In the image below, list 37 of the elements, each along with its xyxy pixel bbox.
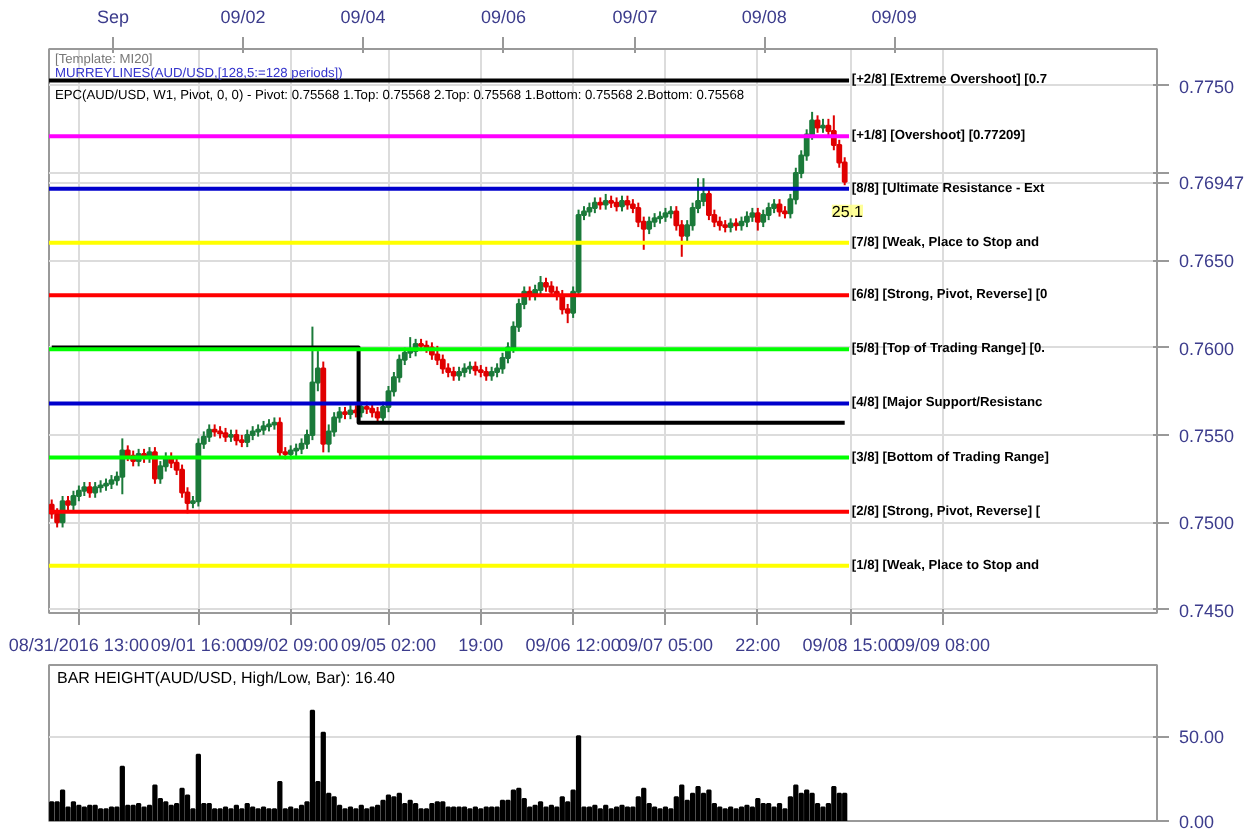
- candlestick: [706, 187, 712, 222]
- text: 09/07: [612, 7, 658, 27]
- candlestick: [70, 489, 77, 511]
- x-tick-label: 22:00: [735, 635, 781, 655]
- text: Sep: [97, 7, 130, 27]
- y-tick-label: 0.7750: [1179, 76, 1235, 97]
- y-tick-label: 0.7650: [1179, 251, 1235, 272]
- y-tick-label: 0.7450: [1179, 600, 1235, 621]
- annotation: 25.1: [831, 202, 865, 221]
- candlestick: [157, 460, 164, 485]
- x-tick-label: 09/02 09:00: [243, 635, 339, 655]
- text: 09/02: [220, 7, 266, 27]
- y-tick-label: 0.76947: [1179, 173, 1245, 194]
- candlestick: [754, 206, 761, 232]
- candlestick: [700, 177, 707, 208]
- x-tick-label: 09/05 02:00: [340, 635, 437, 655]
- x-tick-label: 09/08 15:00: [802, 635, 898, 655]
- y-tick-label: 0.7600: [1179, 338, 1235, 359]
- candlestick: [276, 416, 283, 459]
- text: 09/04: [340, 7, 386, 27]
- y-tick-label: 0.00: [1179, 812, 1215, 832]
- y-tick-label: 0.7500: [1179, 513, 1235, 534]
- y-tick-label: 0.7550: [1179, 425, 1235, 446]
- text: 09/06: [481, 7, 527, 27]
- x-tick-label: 09/07 05:00: [617, 635, 714, 655]
- text: 09/08: [741, 7, 787, 27]
- chart-title: BAR HEIGHT(AUD/USD, High/Low, Bar): 16.40: [57, 669, 396, 687]
- x-tick-label: 08/31/2016 13:00: [8, 635, 149, 655]
- x-tick-label: 09/06 12:00: [525, 635, 621, 655]
- x-tick-label: 09/01 16:00: [150, 635, 246, 655]
- x-tick-label: 09/09 08:00: [894, 635, 991, 655]
- text: 09/09: [871, 7, 917, 27]
- y-tick-label: 50.00: [1179, 727, 1225, 748]
- candlestick: [434, 344, 441, 367]
- candlestick: [439, 353, 446, 375]
- candlestick: [537, 275, 544, 297]
- x-tick-label: 19:00: [458, 635, 504, 655]
